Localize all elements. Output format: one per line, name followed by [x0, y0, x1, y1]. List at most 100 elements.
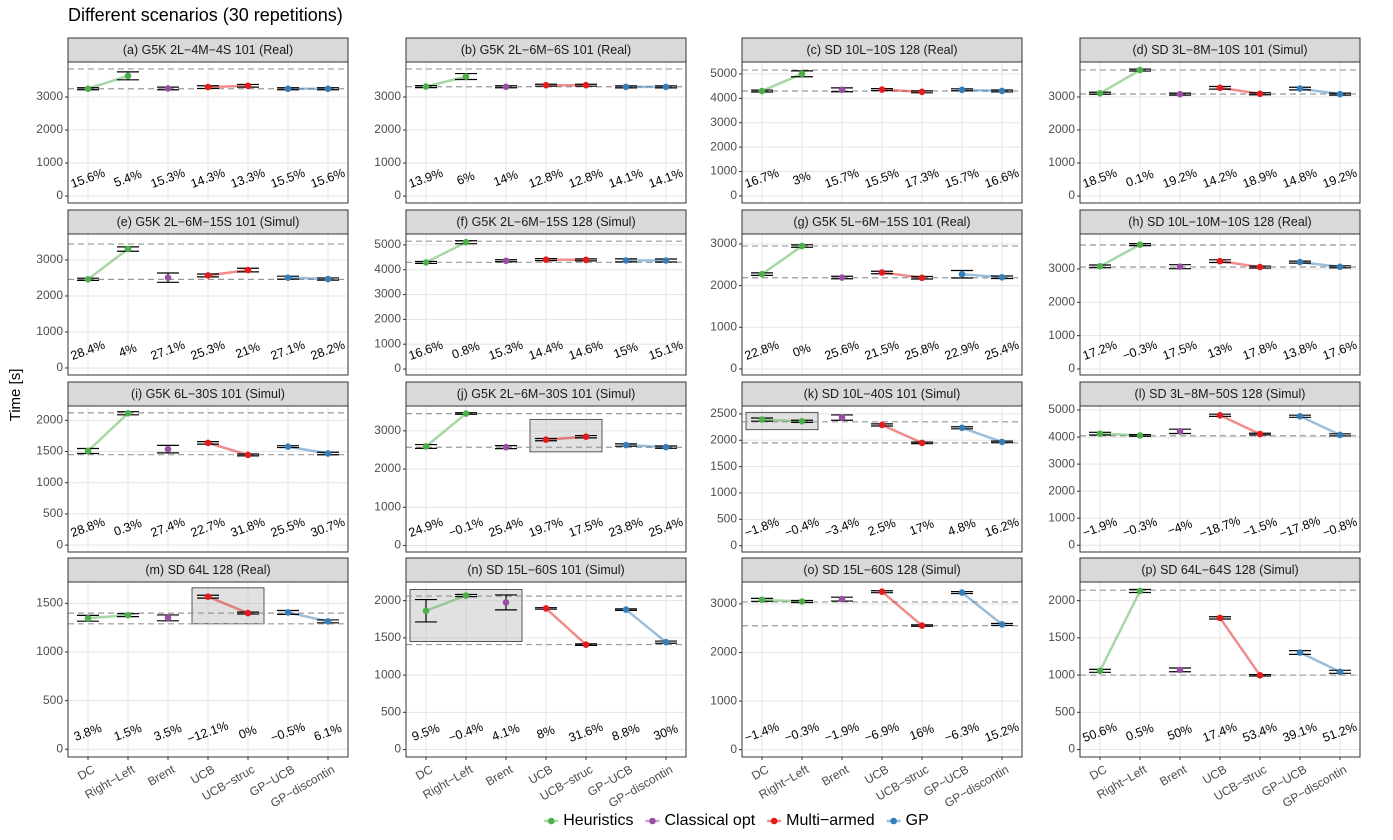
y-tick-label: 500: [717, 511, 737, 525]
y-tick-label: 4000: [1048, 429, 1075, 443]
point: [1097, 668, 1104, 675]
y-tick-label: 2000: [36, 288, 63, 302]
point: [1257, 672, 1264, 679]
point: [423, 83, 430, 90]
y-tick-label: 0: [394, 742, 401, 756]
point: [205, 593, 212, 600]
point: [919, 274, 926, 281]
point: [423, 259, 430, 266]
y-tick-label: 1000: [36, 155, 63, 169]
strip-title: (k) SD 10L−40S 101 (Simul): [804, 387, 961, 401]
point: [759, 271, 766, 278]
y-tick-label: 1500: [36, 596, 63, 610]
point: [165, 615, 172, 622]
point: [999, 439, 1006, 446]
point: [1337, 91, 1344, 98]
y-tick-label: 3000: [1048, 456, 1075, 470]
point: [879, 422, 886, 429]
point: [463, 73, 470, 80]
y-tick-label: 0: [730, 188, 737, 202]
y-tick-label: 1000: [36, 644, 63, 658]
point: [543, 256, 550, 263]
y-tick-label: 3000: [374, 287, 401, 301]
y-tick-label: 500: [43, 693, 63, 707]
point: [799, 418, 806, 425]
y-tick-label: 3000: [374, 89, 401, 103]
strip-title: (l) SD 3L−8M−50S 128 (Simul): [1135, 387, 1306, 401]
y-tick-label: 0: [730, 361, 737, 375]
y-axis-label: Time [s]: [7, 369, 24, 422]
strip-title: (e) G5K 2L−6M−15S 101 (Simul): [117, 215, 300, 229]
point: [919, 440, 926, 447]
point: [959, 424, 966, 431]
point: [125, 73, 132, 80]
y-tick-label: 1000: [1048, 328, 1075, 342]
legend-key: [890, 818, 897, 825]
y-tick-label: 3000: [710, 115, 737, 129]
y-tick-label: 0: [56, 188, 63, 202]
point: [543, 82, 550, 89]
strip-title: (f) G5K 2L−6M−15S 128 (Simul): [456, 215, 635, 229]
point: [1297, 259, 1304, 266]
y-tick-label: 0: [1068, 537, 1075, 551]
y-tick-label: 500: [1055, 704, 1075, 718]
y-tick-label: 1000: [710, 319, 737, 333]
legend-key: [548, 818, 555, 825]
point: [85, 615, 92, 622]
y-tick-label: 0: [394, 361, 401, 375]
legend-key: [771, 818, 778, 825]
y-tick-label: 0: [730, 538, 737, 552]
point: [839, 414, 846, 421]
point: [1217, 412, 1224, 419]
point: [1217, 615, 1224, 622]
point: [1217, 85, 1224, 92]
y-tick-label: 0: [730, 742, 737, 756]
point: [839, 596, 846, 603]
y-tick-label: 2000: [374, 122, 401, 136]
strip-title: (c) SD 10L−10S 128 (Real): [806, 43, 957, 57]
point: [205, 84, 212, 91]
point: [1337, 669, 1344, 676]
y-tick-label: 2000: [1048, 122, 1075, 136]
y-tick-label: 1000: [36, 475, 63, 489]
point: [1177, 263, 1184, 270]
y-tick-label: 1000: [710, 485, 737, 499]
strip-title: (h) SD 10L−10M−10S 128 (Real): [1128, 215, 1311, 229]
y-tick-label: 5000: [710, 66, 737, 80]
strip-title: (a) G5K 2L−4M−4S 101 (Real): [123, 43, 293, 57]
y-tick-label: 5000: [374, 237, 401, 251]
point: [1297, 413, 1304, 420]
y-tick-label: 1500: [1048, 630, 1075, 644]
point: [799, 598, 806, 605]
point: [503, 83, 510, 90]
point: [839, 87, 846, 94]
y-tick-label: 0: [1068, 742, 1075, 756]
point: [1177, 91, 1184, 98]
point: [879, 269, 886, 276]
point: [759, 88, 766, 95]
y-tick-label: 4000: [710, 91, 737, 105]
y-tick-label: 3000: [374, 423, 401, 437]
y-tick-label: 2000: [36, 413, 63, 427]
y-tick-label: 2000: [710, 139, 737, 153]
point: [463, 592, 470, 599]
point: [85, 276, 92, 283]
point: [1337, 264, 1344, 271]
point: [285, 274, 292, 281]
y-tick-label: 1000: [374, 499, 401, 513]
y-tick-label: 2000: [1048, 483, 1075, 497]
point: [759, 416, 766, 423]
y-tick-label: 2000: [710, 432, 737, 446]
legend-label: GP: [906, 812, 929, 829]
strip-title: (d) SD 3L−8M−10S 101 (Simul): [1132, 43, 1307, 57]
legend-label: Classical opt: [664, 812, 755, 829]
point: [325, 618, 332, 625]
point: [285, 609, 292, 616]
strip-title: (j) G5K 2L−6M−30S 101 (Simul): [457, 387, 636, 401]
point: [125, 612, 132, 619]
strip-title: (g) G5K 5L−6M−15S 101 (Real): [793, 215, 970, 229]
point: [1137, 67, 1144, 74]
point: [1137, 241, 1144, 248]
point: [205, 440, 212, 447]
chart-title: Different scenarios (30 repetitions): [68, 5, 343, 25]
